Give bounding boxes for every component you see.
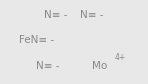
Text: N≡ -: N≡ - <box>44 10 68 20</box>
Text: 4+: 4+ <box>115 53 126 62</box>
Text: N≡ -: N≡ - <box>80 10 103 20</box>
Text: N≡ -: N≡ - <box>36 60 59 71</box>
Text: FeN≡ -: FeN≡ - <box>19 35 54 45</box>
Text: Mo: Mo <box>92 60 107 71</box>
